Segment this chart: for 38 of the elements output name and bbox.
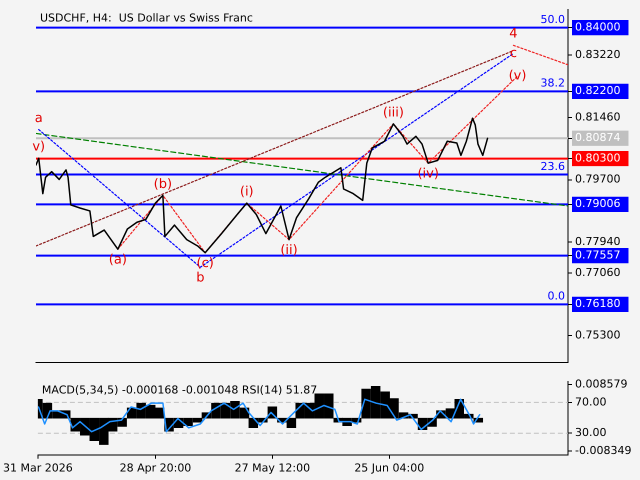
annotation: (b): [154, 176, 172, 192]
y-tick-label: 0.79006: [575, 197, 620, 210]
annotation: 4: [509, 26, 518, 42]
annotation: a: [34, 110, 43, 126]
y-tick-label: 0.83220: [575, 48, 620, 62]
y-tick-label: 0.81460: [575, 110, 620, 124]
y2-tick-label: 70.00: [575, 395, 606, 408]
annotation: 0.0: [548, 290, 565, 303]
chart-title: MACD(5,34,5) -0.000168 -0.001048 RSI(14) 51.87: [42, 383, 318, 396]
x-tick-label: 31 Mar 2026: [2, 461, 73, 474]
annotation: (iii): [382, 105, 404, 120]
x-tick-label: 28 Apr 20:00: [120, 461, 192, 474]
x-tick-label: 27 May 12:00: [234, 461, 310, 474]
y-tick-label: 0.80300: [575, 151, 620, 164]
annotation: 38.2: [540, 76, 565, 90]
annotation: (ii): [280, 242, 298, 258]
y-tick-label: 0.77940: [575, 234, 620, 248]
annotation: (v): [508, 68, 526, 84]
y-tick-label: 0.77060: [575, 266, 620, 280]
annotation: 50.0: [540, 13, 565, 26]
y-tick-label: 0.84000: [575, 20, 620, 34]
annotation: 23.6: [540, 160, 565, 173]
annotation: c: [510, 46, 518, 61]
y-tick-label: 0.75300: [575, 328, 620, 342]
y-tick-label: 0.79700: [575, 172, 620, 186]
y-tick-label: 0.008579: [575, 377, 628, 390]
y-tick-label: 0.76180: [575, 297, 620, 310]
annotation: (i): [240, 184, 254, 200]
y-tick-label: -0.008349: [575, 444, 632, 457]
y-tick-label: 0.80874: [575, 131, 620, 144]
y2-tick-label: 30.00: [575, 426, 606, 440]
annotation: (a): [108, 252, 127, 268]
chart-title: USDCHF, H4: US Dollar vs Swiss Franc: [40, 11, 253, 24]
x-tick-label: 25 Jun 04:00: [354, 461, 424, 474]
y-tick-label: 0.82200: [575, 84, 620, 98]
y-tick-label: 0.77557: [575, 248, 620, 262]
annotation: b: [196, 270, 205, 286]
annotation: v): [32, 140, 46, 155]
